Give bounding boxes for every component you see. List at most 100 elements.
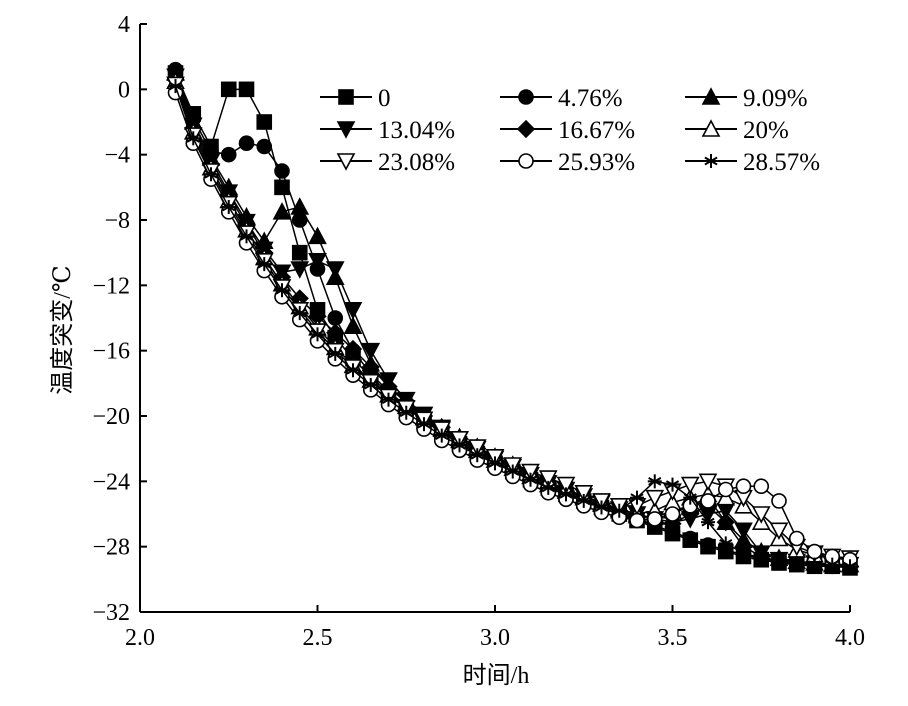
data-point-triangle-down	[325, 261, 345, 279]
data-point-asterisk	[434, 428, 449, 443]
series-28-57pct	[168, 79, 857, 574]
data-point-asterisk	[594, 500, 609, 515]
data-point-asterisk	[612, 503, 627, 518]
data-point-asterisk	[576, 493, 591, 508]
legend-item: 25.93%	[500, 149, 635, 176]
x-tick-label: 2.0	[125, 625, 155, 651]
data-point-asterisk	[647, 474, 662, 489]
legend-label: 0	[378, 85, 391, 112]
data-point-circle	[664, 506, 681, 522]
legend-label: 23.08%	[378, 149, 455, 176]
data-point-square	[220, 81, 237, 98]
legend-item: 0	[320, 85, 391, 112]
data-point-triangle-down	[467, 439, 487, 457]
data-point-triangle-down	[336, 121, 356, 139]
data-point-triangle-down	[290, 261, 310, 279]
data-point-circle	[629, 512, 645, 529]
x-tick-label: 3.0	[480, 625, 510, 651]
data-point-diamond	[716, 513, 735, 532]
data-point-triangle-up	[308, 226, 327, 245]
data-point-asterisk	[630, 490, 644, 505]
data-point-asterisk	[683, 490, 698, 505]
data-point-asterisk	[505, 464, 520, 479]
data-point-circle	[806, 543, 823, 560]
legend: 0 4.76% 9.09% 13.04% 16.67% 20% 23.08% 25.93% 28…	[320, 85, 820, 176]
data-point-asterisk	[704, 154, 718, 168]
y-axis-title: 温度突变/℃	[49, 265, 76, 395]
legend-label: 13.04%	[378, 117, 455, 144]
legend-item: 13.04%	[320, 117, 455, 144]
data-point-triangle-down	[336, 153, 356, 171]
data-point-circle	[256, 138, 273, 155]
data-point-asterisk	[701, 515, 715, 530]
y-tick-label: −12	[92, 273, 130, 299]
data-point-asterisk	[417, 417, 431, 432]
plot-area	[166, 61, 860, 576]
data-point-asterisk	[168, 79, 183, 94]
legend-label: 28.57%	[743, 149, 820, 176]
data-point-triangle-down	[751, 506, 771, 524]
data-point-square	[274, 179, 290, 196]
data-point-asterisk	[257, 257, 272, 272]
data-point-triangle-down	[556, 476, 576, 495]
y-tick-label: −24	[92, 469, 130, 495]
y-tick-label: 0	[118, 77, 130, 103]
y-tick-label: −16	[92, 339, 130, 365]
data-point-asterisk	[275, 283, 289, 298]
data-point-circle	[327, 310, 344, 326]
data-point-circle	[518, 89, 534, 105]
data-point-asterisk	[789, 556, 804, 570]
x-tick-label: 2.5	[303, 625, 333, 651]
data-point-square	[256, 114, 273, 130]
data-point-circle	[717, 481, 734, 498]
data-point-triangle-down	[574, 484, 594, 503]
axes: 4 0 −4 −8 −12 −16 −20 −24 −28 −322.0 2.5 3.0 3.5 4.0	[92, 12, 865, 651]
legend-item: 16.67%	[500, 117, 635, 144]
y-tick-label: 4	[118, 12, 130, 38]
data-point-asterisk	[718, 536, 733, 551]
data-point-asterisk	[559, 487, 573, 502]
data-point-asterisk	[665, 477, 680, 492]
y-tick-label: −20	[92, 404, 130, 430]
y-tick-label: −4	[104, 143, 130, 169]
data-point-triangle-up	[272, 202, 292, 220]
legend-label: 20%	[743, 117, 789, 144]
data-point-square	[338, 89, 354, 105]
data-point-circle	[274, 163, 290, 179]
data-point-square	[291, 244, 308, 261]
data-point-triangle-down	[698, 473, 718, 492]
data-point-circle	[646, 511, 663, 527]
data-point-circle	[700, 493, 716, 509]
data-point-asterisk	[843, 559, 857, 574]
data-point-triangle-down	[680, 476, 700, 495]
data-point-asterisk	[399, 405, 414, 420]
data-point-asterisk	[239, 229, 254, 244]
legend-item: 9.09%	[685, 85, 808, 112]
data-point-asterisk	[221, 199, 236, 214]
data-point-asterisk	[754, 551, 769, 566]
y-tick-label: −8	[104, 208, 130, 234]
x-tick-label: 3.5	[658, 625, 688, 651]
data-point-circle	[518, 153, 534, 169]
data-point-asterisk	[363, 377, 378, 392]
data-point-triangle-down	[308, 253, 327, 271]
y-tick-label: −32	[92, 600, 130, 626]
data-point-diamond	[516, 119, 536, 139]
legend-item: 20%	[685, 117, 789, 144]
data-point-asterisk	[772, 554, 786, 569]
legend-item: 4.76%	[500, 85, 623, 112]
data-point-triangle-down	[361, 342, 381, 361]
data-point-asterisk	[310, 327, 325, 342]
data-point-asterisk	[452, 438, 467, 453]
data-point-triangle-down	[769, 522, 789, 541]
legend-label: 16.67%	[558, 117, 635, 144]
x-axis-title: 时间/h	[463, 662, 530, 689]
data-point-triangle-down	[521, 463, 540, 482]
data-point-asterisk	[328, 346, 343, 361]
data-point-asterisk	[186, 131, 201, 146]
data-point-triangle-down	[734, 522, 753, 541]
legend-label: 4.76%	[558, 85, 623, 112]
data-point-asterisk	[807, 557, 822, 572]
data-point-circle	[682, 530, 699, 547]
